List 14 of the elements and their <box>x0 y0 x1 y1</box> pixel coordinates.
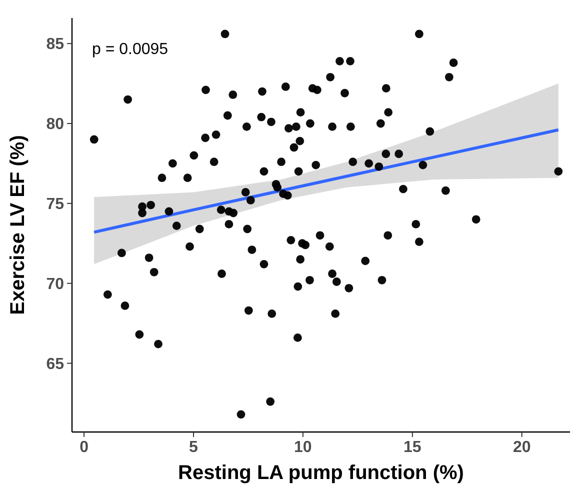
y-tick-label: 80 <box>46 116 64 134</box>
x-axis-title: Resting LA pump function (%) <box>178 462 464 484</box>
x-tick-label: 15 <box>403 439 422 456</box>
y-tick-label: 70 <box>46 276 64 293</box>
y-tick-label: 65 <box>46 356 64 373</box>
x-tick-label: 0 <box>80 439 89 456</box>
x-tick-label: 10 <box>294 439 312 456</box>
x-tick-label: 20 <box>512 439 531 456</box>
y-tick-label: 75 <box>46 196 64 214</box>
annotation: p = 0.0095 <box>92 41 168 58</box>
x-tick-label: 5 <box>189 439 198 456</box>
y-axis-title: Exercise LV EF (%) <box>7 135 29 315</box>
line-series <box>92 128 560 234</box>
y-tick-label: 85 <box>46 36 64 54</box>
